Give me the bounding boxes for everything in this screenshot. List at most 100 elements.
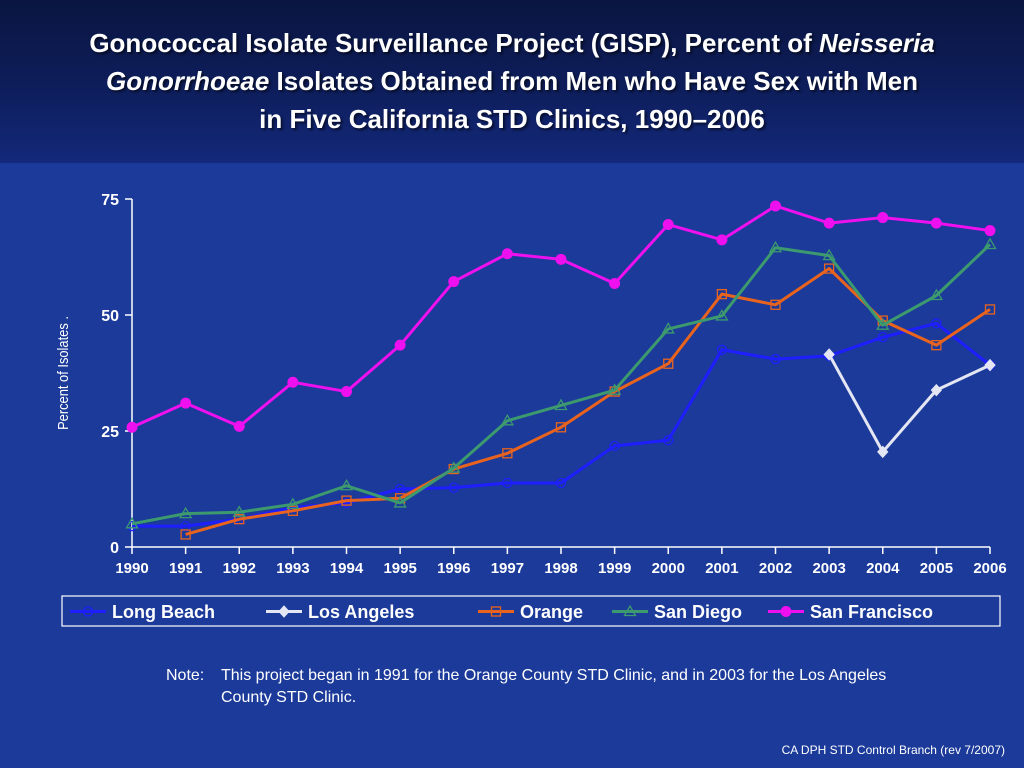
data-point-orange [823, 263, 835, 274]
legend-item-san-diego: San Diego [612, 602, 742, 622]
footnote-label: Note: [166, 667, 205, 684]
source-credit: CA DPH STD Control Branch (rev 7/2007) [781, 743, 1005, 757]
title-line-2-text: Isolates Obtained from Men who Have Sex … [269, 66, 918, 96]
x-tick-label: 2003 [812, 560, 845, 577]
legend-swatch-marker [82, 606, 94, 617]
chart-legend: Long Beach Los Angeles Orange San Diego San … [61, 595, 1001, 627]
data-point-san-diego [232, 505, 246, 517]
legend-label: San Francisco [810, 602, 933, 622]
x-tick-label: 2000 [652, 560, 685, 577]
x-tick-label: 1995 [383, 560, 416, 577]
legend-label: San Diego [654, 602, 742, 622]
data-point-long-beach [931, 318, 942, 329]
series-line-san-diego [131, 243, 992, 526]
data-point-san-francisco [180, 397, 192, 409]
data-point-san-francisco [126, 421, 138, 433]
data-point-san-diego [929, 288, 944, 301]
data-point-orange [341, 495, 352, 506]
data-point-san-francisco [341, 386, 352, 398]
legend-item-long-beach: Long Beach [70, 602, 215, 622]
legend-box [61, 595, 1001, 627]
data-point-orange [663, 358, 674, 369]
data-point-san-francisco [823, 217, 835, 229]
data-point-san-francisco [394, 339, 406, 351]
data-point-orange [502, 448, 513, 459]
footnote: Note: This project began in 1991 for the… [166, 665, 966, 709]
chart-series [125, 200, 997, 540]
x-tick-label: 1994 [330, 560, 364, 577]
title-line-1: Gonococcal Isolate Surveillance Project … [20, 24, 1004, 62]
data-point-san-francisco [609, 277, 621, 289]
series-san-francisco [126, 200, 996, 433]
data-point-san-francisco [930, 217, 942, 229]
y-tick-label: 25 [101, 424, 119, 441]
data-point-san-francisco [233, 420, 245, 432]
data-point-orange [180, 529, 191, 540]
data-point-san-diego [339, 478, 354, 491]
data-point-san-diego [715, 309, 729, 321]
data-point-orange [448, 463, 459, 475]
line-chart: 0 25 50 75 1990 1991 1992 1993 1994 1995 1996 1997 1… [54, 192, 1007, 627]
y-tick-label: 75 [101, 192, 119, 209]
data-point-san-diego [876, 318, 890, 330]
data-point-san-diego [661, 322, 675, 334]
data-point-orange [716, 288, 728, 300]
data-point-orange [555, 422, 567, 433]
legend-item-orange: Orange [478, 602, 583, 622]
data-point-long-beach [770, 353, 781, 365]
data-point-san-francisco [716, 234, 728, 246]
data-point-san-francisco [501, 248, 513, 260]
data-point-san-diego [447, 461, 461, 473]
data-point-orange [931, 340, 942, 351]
title-line-1-text: Gonococcal Isolate Surveillance Project … [89, 28, 820, 58]
y-tick-label: 0 [110, 540, 119, 557]
legend-swatch-marker [623, 604, 637, 617]
series-line-los-angeles [827, 353, 991, 454]
series-line-san-francisco [131, 204, 991, 429]
y-axis-title: Percent of Isolates . [54, 316, 71, 430]
x-tick-label: 2005 [920, 560, 953, 577]
data-point-san-francisco [555, 253, 567, 265]
data-point-long-beach [609, 440, 620, 451]
title-line-2: Gonorrhoeae Isolates Obtained from Men w… [20, 62, 1004, 100]
data-point-orange [770, 299, 781, 310]
legend-label: Orange [520, 602, 583, 622]
series-line-long-beach [132, 321, 991, 528]
data-point-long-beach [877, 332, 888, 343]
legend-swatch-marker [278, 605, 290, 618]
data-point-san-francisco [662, 219, 674, 231]
x-tick-label: 1999 [598, 560, 631, 577]
title-line-1-italic: Neisseria [819, 28, 935, 58]
data-point-san-diego [393, 496, 407, 508]
title-line-2-italic: Gonorrhoeae [106, 66, 270, 96]
data-point-long-beach [663, 435, 674, 446]
x-tick-label: 1992 [223, 560, 256, 577]
x-tick-label: 1998 [544, 560, 577, 577]
x-tick-label: 1997 [491, 560, 524, 577]
chart-axes: 0 25 50 75 1990 1991 1992 1993 1994 1995 1996 1997 1… [54, 192, 1007, 577]
data-point-san-diego [822, 248, 836, 261]
title-line-3: in Five California STD Clinics, 1990–200… [259, 104, 765, 134]
data-point-long-beach [502, 477, 513, 489]
legend-item-san-francisco: San Francisco [768, 602, 933, 622]
slide-title: Gonococcal Isolate Surveillance Project … [20, 24, 1004, 138]
data-point-los-angeles [930, 383, 943, 397]
data-point-san-francisco [770, 200, 781, 212]
data-point-san-diego [125, 517, 139, 529]
title-band [0, 0, 1024, 163]
data-point-san-francisco [448, 276, 460, 288]
series-orange [180, 263, 996, 540]
data-point-san-francisco [984, 225, 996, 237]
data-point-san-diego [983, 237, 997, 250]
series-line-orange [185, 267, 991, 536]
data-point-san-diego [178, 506, 193, 519]
x-tick-label: 2006 [973, 560, 1006, 577]
legend-swatch-marker [780, 606, 792, 617]
legend-item-los-angeles: Los Angeles [266, 602, 414, 622]
data-point-los-angeles [823, 348, 835, 361]
data-point-long-beach [555, 477, 567, 489]
data-point-los-angeles [877, 445, 889, 459]
data-point-san-diego [286, 497, 300, 509]
data-point-san-diego [768, 240, 783, 253]
legend-swatch-marker [490, 606, 502, 617]
